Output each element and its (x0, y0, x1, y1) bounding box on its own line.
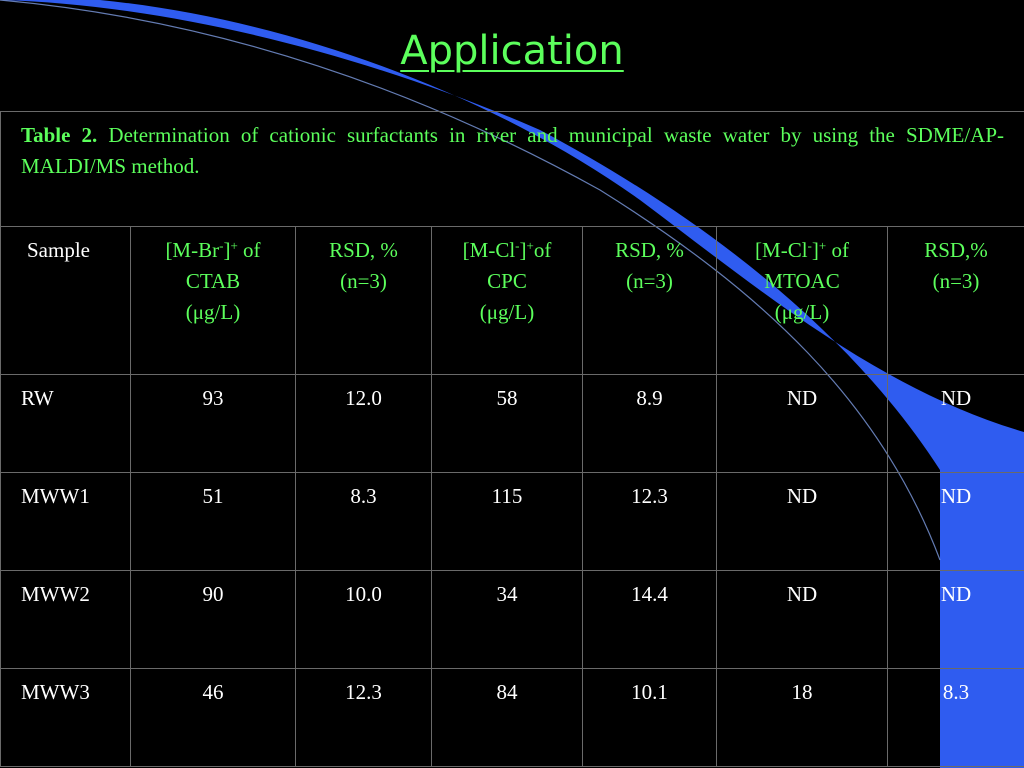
data-table: Table 2. Determination of cationic surfa… (0, 111, 1024, 767)
header-rsd-label: RSD,% (924, 238, 988, 262)
table-cell: 14.4 (582, 570, 717, 669)
row-sample-cell: MWW3 (0, 668, 131, 767)
header-cpc-sup: - (515, 238, 520, 253)
table-cell: ND (886, 570, 1024, 669)
table-cell: 46 (130, 668, 296, 767)
table-cell: 90 (130, 570, 296, 669)
header-sample-label: Sample (27, 238, 90, 262)
table-cell: 58 (431, 374, 583, 473)
header-ctab-unit: (μg/L) (185, 300, 241, 324)
table-row: MWW2 90 10.0 34 14.4 ND ND (0, 570, 1024, 669)
table-cell: 12.3 (295, 668, 432, 767)
table-cell: 8.3 (295, 472, 432, 571)
header-rsd-3: RSD,% (n=3) (886, 226, 1024, 375)
table-row: RW 93 12.0 58 8.9 ND ND (0, 374, 1024, 473)
header-sample: Sample (0, 226, 131, 375)
caption-text: Determination of cationic surfactants in… (21, 123, 1005, 178)
header-cpc-sup: + (526, 238, 534, 253)
table-cell: ND (716, 374, 888, 473)
table-cell: 12.3 (582, 472, 717, 571)
table-cell: 34 (431, 570, 583, 669)
table-cell: ND (886, 472, 1024, 571)
table-cell: 51 (130, 472, 296, 571)
row-sample-cell: MWW1 (0, 472, 131, 571)
row-sample-cell: RW (0, 374, 131, 473)
header-cpc-part: [M-Cl (462, 238, 516, 262)
header-cpc-part: ] (519, 238, 527, 262)
header-cpc-name: CPC (487, 269, 527, 293)
caption-label: Table 2. (21, 123, 98, 147)
header-mtoac-part: ] (811, 238, 819, 262)
header-ctab-sup: - (219, 238, 224, 253)
table-cell: ND (716, 472, 888, 571)
table-cell: 84 (431, 668, 583, 767)
header-ctab-part: [M-Br (165, 238, 220, 262)
table-cell: 10.0 (295, 570, 432, 669)
header-mtoac-sup: - (807, 238, 812, 253)
header-ctab-name: CTAB (185, 269, 241, 293)
header-row: Sample [M-Br-]+ of CTAB (μg/L) RSD, % (n… (0, 226, 1024, 375)
header-mtoac-part: of (826, 238, 849, 262)
header-mtoac-sup: + (818, 238, 827, 253)
header-rsd-n: (n=3) (626, 269, 673, 293)
row-sample-cell: MWW2 (0, 570, 131, 669)
table-caption: Table 2. Determination of cationic surfa… (0, 111, 1024, 227)
header-ctab: [M-Br-]+ of CTAB (μg/L) (130, 226, 296, 375)
header-rsd-1: RSD, % (n=3) (295, 226, 432, 375)
slide-title: Application (400, 28, 624, 74)
header-cpc-part: of (533, 238, 552, 262)
table-cell: 93 (130, 374, 296, 473)
table-cell: 8.9 (582, 374, 717, 473)
table-row: MWW3 46 12.3 84 10.1 18 8.3 (0, 668, 1024, 767)
header-mtoac-part: [M-Cl (755, 238, 808, 262)
header-rsd-n: (n=3) (340, 269, 387, 293)
header-rsd-label: RSD, % (329, 238, 398, 262)
table-cell: ND (716, 570, 888, 669)
table-cell: 18 (716, 668, 888, 767)
header-mtoac-unit: (μg/L) (774, 300, 830, 324)
header-ctab-part: ] (223, 238, 231, 262)
table-cell: 115 (431, 472, 583, 571)
table-row: MWW1 51 8.3 115 12.3 ND ND (0, 472, 1024, 571)
table-cell: 10.1 (582, 668, 717, 767)
header-rsd-2: RSD, % (n=3) (582, 226, 717, 375)
table-cell: 12.0 (295, 374, 432, 473)
header-mtoac-name: MTOAC (764, 269, 840, 293)
header-rsd-label: RSD, % (615, 238, 684, 262)
header-cpc: [M-Cl-]+of CPC (μg/L) (431, 226, 583, 375)
header-ctab-sup: + (230, 238, 238, 253)
header-mtoac: [M-Cl-]+ of MTOAC (μg/L) (716, 226, 888, 375)
header-cpc-unit: (μg/L) (479, 300, 535, 324)
table-cell: 8.3 (886, 668, 1024, 767)
table-cell: ND (886, 374, 1024, 473)
header-ctab-part: of (237, 238, 261, 262)
header-rsd-n: (n=3) (932, 269, 980, 293)
